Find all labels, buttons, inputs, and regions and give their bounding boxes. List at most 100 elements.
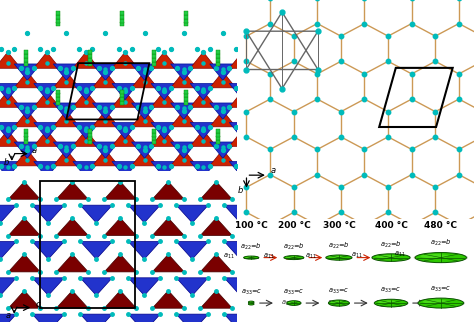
Polygon shape — [112, 162, 138, 178]
Ellipse shape — [244, 256, 259, 259]
Text: $a_{11}$: $a_{11}$ — [263, 252, 274, 261]
Polygon shape — [34, 130, 60, 146]
Polygon shape — [151, 83, 177, 100]
Polygon shape — [201, 290, 232, 308]
Polygon shape — [54, 103, 80, 119]
Polygon shape — [190, 130, 216, 146]
Polygon shape — [210, 64, 236, 80]
Polygon shape — [176, 278, 208, 296]
Polygon shape — [171, 142, 197, 158]
Polygon shape — [54, 150, 80, 166]
Polygon shape — [210, 71, 236, 88]
Polygon shape — [8, 218, 40, 236]
Polygon shape — [152, 254, 184, 272]
Polygon shape — [8, 254, 40, 272]
Ellipse shape — [376, 255, 397, 258]
Polygon shape — [104, 182, 137, 199]
Text: $a_{33}$=$c$: $a_{33}$=$c$ — [328, 287, 349, 296]
Polygon shape — [190, 83, 216, 100]
Polygon shape — [201, 218, 232, 236]
Text: $a_{22}$=$b$: $a_{22}$=$b$ — [430, 238, 452, 249]
Polygon shape — [34, 52, 60, 68]
Polygon shape — [0, 110, 1, 127]
Polygon shape — [171, 110, 197, 127]
Ellipse shape — [330, 301, 342, 304]
Polygon shape — [229, 83, 255, 100]
Polygon shape — [56, 254, 88, 272]
Polygon shape — [73, 162, 99, 178]
Text: $a_{33}$=$c$: $a_{33}$=$c$ — [283, 288, 304, 297]
Polygon shape — [0, 122, 21, 139]
Polygon shape — [151, 130, 177, 146]
Polygon shape — [56, 290, 88, 308]
Polygon shape — [80, 278, 112, 296]
Polygon shape — [152, 290, 184, 308]
Polygon shape — [152, 182, 184, 199]
Polygon shape — [14, 103, 40, 119]
Polygon shape — [224, 205, 256, 223]
Polygon shape — [249, 64, 275, 80]
Polygon shape — [34, 162, 60, 178]
Polygon shape — [54, 110, 80, 127]
Text: b: b — [238, 186, 243, 195]
Text: $a$: $a$ — [378, 254, 383, 261]
Polygon shape — [151, 52, 177, 68]
Polygon shape — [80, 314, 112, 322]
Polygon shape — [32, 278, 64, 296]
Ellipse shape — [248, 303, 254, 305]
Polygon shape — [54, 142, 80, 158]
Polygon shape — [34, 83, 60, 100]
Ellipse shape — [418, 298, 464, 308]
Ellipse shape — [248, 301, 254, 303]
Polygon shape — [8, 182, 40, 199]
Polygon shape — [0, 52, 21, 68]
Polygon shape — [73, 122, 99, 139]
Polygon shape — [73, 83, 99, 100]
Ellipse shape — [286, 256, 297, 258]
Polygon shape — [34, 91, 60, 107]
Polygon shape — [249, 142, 275, 158]
Polygon shape — [14, 142, 40, 158]
Polygon shape — [112, 91, 138, 107]
Text: b: b — [3, 158, 9, 167]
Ellipse shape — [378, 300, 396, 304]
Text: $a_{22}$=$b$: $a_{22}$=$b$ — [283, 242, 305, 251]
Text: $a_{33}$=$c$: $a_{33}$=$c$ — [241, 288, 262, 297]
Ellipse shape — [284, 256, 304, 260]
Polygon shape — [152, 218, 184, 236]
Polygon shape — [131, 150, 157, 166]
Text: c: c — [36, 300, 40, 309]
Polygon shape — [14, 71, 40, 88]
Polygon shape — [190, 91, 216, 107]
Polygon shape — [54, 64, 80, 80]
Ellipse shape — [286, 300, 301, 306]
Ellipse shape — [248, 301, 254, 303]
Polygon shape — [80, 205, 112, 223]
Ellipse shape — [417, 298, 465, 308]
Polygon shape — [131, 71, 157, 88]
Polygon shape — [0, 130, 21, 146]
Polygon shape — [210, 110, 236, 127]
Text: 400 °C: 400 °C — [374, 222, 408, 230]
Polygon shape — [56, 218, 88, 236]
Ellipse shape — [325, 255, 353, 260]
Polygon shape — [112, 130, 138, 146]
Polygon shape — [190, 162, 216, 178]
Text: $a$: $a$ — [330, 254, 336, 261]
Text: 100 °C: 100 °C — [235, 222, 268, 230]
Polygon shape — [128, 278, 160, 296]
Polygon shape — [128, 314, 160, 322]
Text: $a_{22}$=$b$: $a_{22}$=$b$ — [328, 241, 350, 251]
Text: $a_{22}$: $a_{22}$ — [434, 298, 445, 308]
Polygon shape — [224, 242, 256, 259]
Text: $a$: $a$ — [436, 254, 442, 261]
Polygon shape — [190, 52, 216, 68]
Polygon shape — [0, 150, 1, 166]
Ellipse shape — [249, 301, 252, 302]
Ellipse shape — [371, 254, 411, 261]
Ellipse shape — [283, 255, 304, 260]
Polygon shape — [176, 205, 208, 223]
Text: a: a — [6, 311, 11, 320]
Polygon shape — [201, 254, 232, 272]
Polygon shape — [104, 218, 137, 236]
